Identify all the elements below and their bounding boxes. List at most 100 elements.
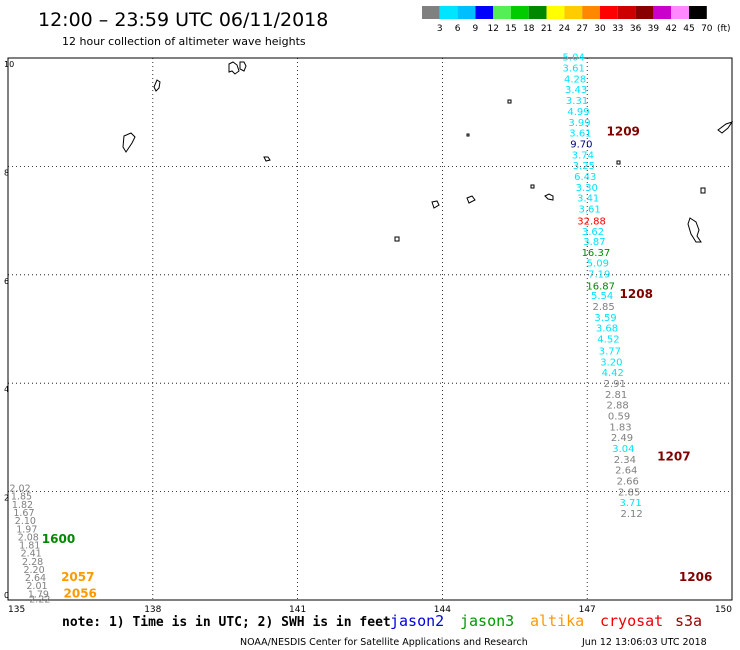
wave-height-value: 2.49 [611,433,633,444]
wave-height-value: 5.04 [563,53,585,64]
island-outline [153,79,161,92]
island-outline [507,99,512,104]
wave-height-value: 3.41 [577,194,599,205]
island-outline [616,160,621,165]
altimeter-track-east: 5.043.614.283.433.314.993.993.619.703.74… [563,53,643,520]
map-subtitle: 12 hour collection of altimeter wave hei… [62,35,306,48]
wave-height-value: 3.68 [596,324,618,335]
pass-time-label: 2056 [64,586,97,600]
legend-label: 18 [523,24,535,34]
wave-height-value: 3.25 [573,161,595,172]
wave-height-value: 3.59 [594,313,616,324]
legend-label: 42 [665,24,676,34]
tick-label-lon: 141 [289,605,306,615]
wave-height-value: 3.04 [612,444,634,455]
wave-height-value: 2.22 [29,595,50,606]
wave-height-value: 2.85 [592,302,614,313]
legend-swatch [475,6,494,19]
legend-swatch [439,6,458,19]
island-outline [239,61,247,72]
altimeter-track-west: 2.021.851.821.672.101.972.081.812.412.28… [9,484,50,606]
legend-swatch [600,6,618,19]
legend-label: 33 [612,24,623,34]
wave-height-value: 5.54 [591,291,613,302]
color-legend: 3 6 9 12 15 18 21 24 27 30 33 36 39 42 45 70 [422,6,713,34]
legend-swatch [546,6,565,19]
wave-height-value: 4.99 [567,107,589,118]
legend-unit: (ft) [717,24,731,34]
pass-time-label: 2057 [61,570,94,584]
map-title: 12:00 – 23:59 UTC 06/11/2018 [38,9,328,31]
island-outline [687,217,702,243]
legend-swatch [635,6,654,19]
legend-swatch [653,6,672,19]
island-outline [530,184,535,189]
legend-swatch [493,6,511,19]
satellite-legend: jason2 jason3 altika cryosat s3a [390,612,702,630]
tick-label-lat: 8 [4,168,9,177]
map-grid [8,58,732,600]
tick-label-lon: 138 [144,605,161,615]
island-outline [394,236,400,242]
wave-height-value: 2.88 [606,401,628,412]
wave-height-value: 4.42 [602,368,624,379]
pass-time-label: 1209 [607,125,640,139]
island-outline [431,200,440,209]
tick-label-lat: 4 [4,385,9,394]
wave-height-value: 3.31 [566,96,588,107]
legend-label: 3 [437,24,443,34]
pass-time-label: 1600 [42,532,75,546]
tick-label-lat: 10 [4,60,14,69]
legend-label: 12 [487,24,498,34]
wave-height-value: 7.19 [588,270,610,281]
satellite-label: jason2 [390,612,444,630]
footer-note: note: 1) Time is in UTC; 2) SWH is in fe… [62,615,391,630]
satellite-label: s3a [675,612,702,630]
legend-swatch [564,6,583,19]
wave-height-value: 2.34 [614,455,636,466]
wave-height-value: 2.64 [615,466,637,477]
wave-height-value: 9.70 [570,139,592,150]
satellite-label: altika [530,612,584,630]
legend-swatch [671,6,689,19]
wave-height-value: 3.61 [569,129,591,140]
wave-height-value: 32.88 [577,216,606,227]
wave-height-value: 1.85 [11,492,32,503]
wave-height-value: 2.10 [15,516,36,527]
legend-label: 15 [505,24,516,34]
wave-height-value: 2.08 [18,532,39,543]
wave-height-value: 5.09 [587,259,609,270]
wave-height-value: 4.28 [564,74,586,85]
wave-height-value: 3.61 [578,204,600,215]
legend-swatch [457,6,476,19]
tick-label-lat: 2 [4,494,9,503]
legend-swatch [689,6,707,19]
island-outline [263,156,271,162]
wave-height-value: 0.59 [608,412,630,423]
wave-height-value: 3.77 [599,346,621,357]
legend-swatch [582,6,600,19]
wave-height-value: 3.61 [563,64,585,75]
footer-generated: Jun 12 13:06:03 UTC 2018 [581,637,707,648]
wave-height-value: 2.81 [605,390,627,401]
wave-height-value: 2.41 [21,549,42,560]
wave-height-value: 3.20 [600,357,622,368]
legend-label: 24 [559,24,571,34]
wave-height-value: 1.79 [28,589,49,600]
island-outline [122,132,136,153]
island-outline [544,193,554,201]
wave-height-value: 1.81 [19,541,40,552]
island-outline [466,133,470,137]
wave-height-value: 3.62 [582,227,604,238]
tick-label-lat: 6 [4,277,9,286]
tick-label-lat: 0 [4,591,9,600]
satellite-label: jason3 [460,612,514,630]
legend-label: 39 [648,24,660,34]
legend-swatch [422,6,440,19]
wave-height-value: 3.74 [572,150,594,161]
legend-label: 6 [455,24,461,34]
legend-label: 21 [541,24,552,34]
legend-swatch [617,6,636,19]
wave-height-value: 2.20 [23,565,44,576]
